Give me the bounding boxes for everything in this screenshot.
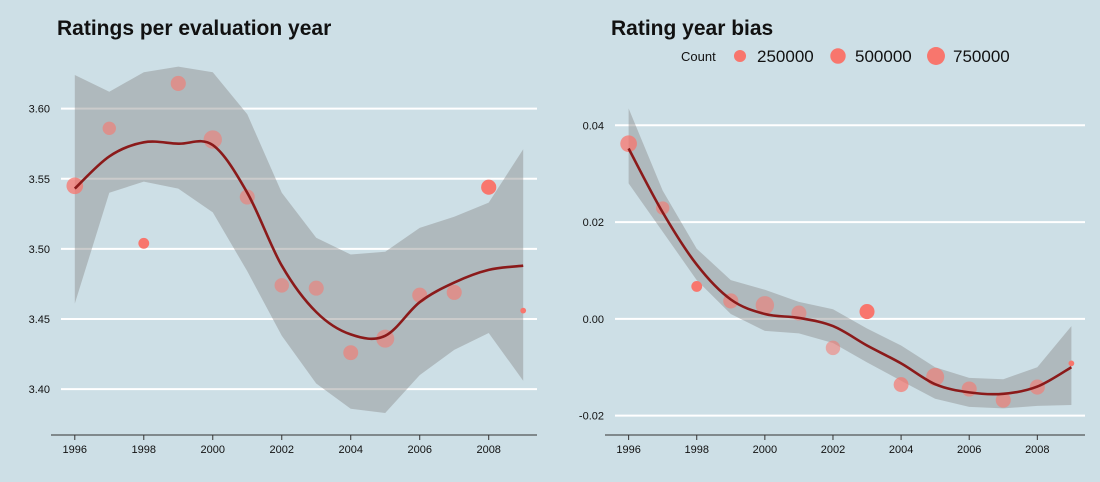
data-point (203, 130, 222, 149)
data-point (1068, 360, 1075, 367)
data-point (446, 284, 462, 300)
data-point (308, 280, 324, 296)
data-point (755, 296, 775, 315)
x-tick-label: 2004 (338, 444, 362, 456)
x-tick-label: 1998 (132, 444, 156, 456)
x-tick-label: 2000 (201, 444, 225, 456)
data-point (66, 177, 84, 195)
x-tick-label: 2002 (821, 444, 845, 456)
y-tick-label: 0.02 (583, 217, 604, 229)
legend-label: 750000 (953, 47, 1010, 66)
legend-title: Count (681, 49, 716, 64)
data-point (343, 345, 359, 361)
legend-swatch (830, 48, 846, 64)
confidence-band-area (628, 108, 1072, 409)
data-point (102, 121, 116, 136)
confidence-band (74, 66, 524, 413)
x-tick-label: 2006 (957, 444, 981, 456)
x-tick-label: 2006 (407, 444, 431, 456)
y-axis-ticks: -0.02 0.00 0.02 0.04 (579, 120, 604, 422)
confidence-band (628, 108, 1072, 409)
x-tick-label: 1998 (684, 444, 708, 456)
y-tick-label: -0.02 (579, 411, 604, 423)
legend-swatch (927, 47, 945, 65)
data-point (825, 340, 841, 356)
legend-label: 500000 (855, 47, 912, 66)
data-point (893, 377, 909, 393)
smooth-line (627, 147, 1073, 396)
rating-year-bias-chart: Rating year bias 1996 1998 2000 2002 2004 200… (579, 17, 1085, 456)
smooth-line (73, 139, 524, 341)
legend-items: 250000 500000 750000 (733, 47, 1010, 66)
y-tick-label: 0.00 (583, 314, 604, 326)
chart-title: Rating year bias (611, 17, 773, 40)
confidence-band-area (74, 66, 524, 413)
y-tick-label: 3.55 (29, 174, 50, 186)
data-point (481, 179, 497, 195)
data-point (859, 304, 875, 320)
grid-lines (615, 124, 1085, 417)
x-tick-label: 2008 (476, 444, 500, 456)
x-tick-label: 2000 (753, 444, 777, 456)
x-tick-label: 2002 (270, 444, 294, 456)
x-tick-label: 2004 (889, 444, 913, 456)
smooth-curve (627, 147, 1073, 396)
x-axis: 1996 1998 2000 2002 2004 2006 2008 (51, 434, 537, 456)
y-tick-label: 0.04 (583, 120, 604, 132)
smooth-curve (73, 139, 524, 341)
data-point (520, 307, 527, 314)
legend: Count 250000 500000 750000 (681, 47, 1010, 66)
x-tick-label: 2008 (1025, 444, 1049, 456)
data-point (691, 281, 703, 292)
data-point (170, 75, 186, 92)
legend-label: 250000 (757, 47, 814, 66)
data-point (412, 287, 428, 303)
chart-title: Ratings per evaluation year (57, 17, 331, 40)
ratings-per-year-chart: Ratings per evaluation year 1996 1998 2000… (29, 17, 537, 456)
data-point (620, 135, 637, 153)
y-tick-label: 3.50 (29, 244, 50, 256)
x-tick-label: 1996 (63, 444, 87, 456)
y-tick-label: 3.45 (29, 314, 50, 326)
data-point (274, 278, 289, 293)
x-axis: 1996 1998 2000 2002 2004 2006 2008 (605, 434, 1085, 456)
x-tick-label: 1996 (616, 444, 640, 456)
legend-swatch (733, 49, 747, 63)
grid-lines (61, 107, 537, 391)
data-point (995, 392, 1011, 408)
data-point (138, 237, 150, 249)
y-tick-label: 3.60 (29, 104, 50, 116)
data-points (620, 135, 1075, 408)
y-tick-label: 3.40 (29, 384, 50, 396)
y-axis-ticks: 3.40 3.45 3.50 3.55 3.60 (29, 104, 50, 396)
